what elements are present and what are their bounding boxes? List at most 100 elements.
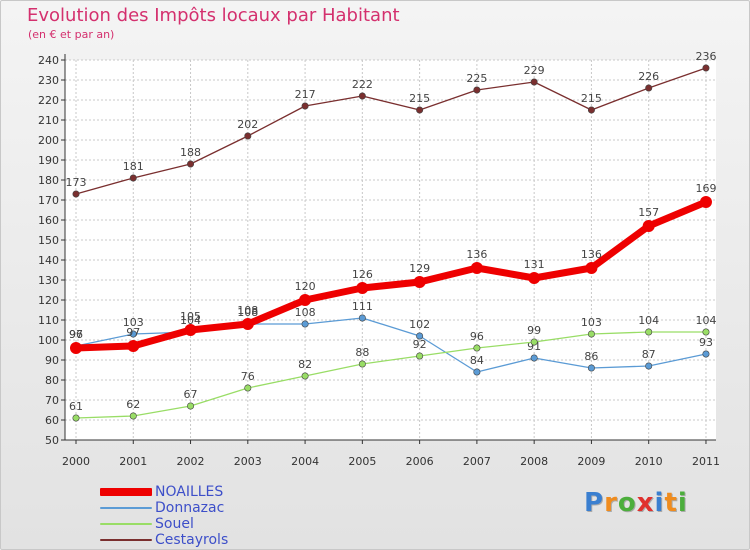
data-point-cestayrols: [645, 84, 653, 92]
data-point-noailles: [241, 318, 254, 330]
data-point-donnazac: [645, 362, 653, 370]
data-label-noailles: 157: [638, 206, 659, 219]
data-label-souel: 76: [241, 370, 255, 383]
legend-label: Cestayrols: [155, 532, 229, 548]
x-tick-label: 2000: [62, 455, 90, 468]
plot-area: [65, 60, 716, 440]
y-tick-label: 80: [45, 374, 59, 387]
data-point-noailles: [127, 340, 140, 352]
legend-label: NOAILLES: [155, 484, 224, 500]
data-point-noailles: [356, 282, 369, 294]
data-label-souel: 92: [413, 338, 427, 351]
data-point-noailles: [699, 196, 712, 208]
data-label-donnazac: 108: [237, 306, 258, 319]
data-point-noailles: [585, 262, 598, 274]
legend-swatch: [100, 523, 152, 525]
data-point-donnazac: [530, 354, 538, 362]
data-label-donnazac: 93: [699, 336, 713, 349]
x-tick-label: 2011: [692, 455, 720, 468]
x-tick-label: 2005: [348, 455, 376, 468]
data-label-cestayrols: 226: [638, 70, 659, 83]
data-point-souel: [244, 384, 252, 392]
data-point-noailles: [470, 262, 483, 274]
data-point-donnazac: [416, 332, 424, 340]
y-tick-label: 100: [38, 334, 59, 347]
data-label-cestayrols: 217: [295, 88, 316, 101]
y-tick-label: 50: [45, 434, 59, 447]
data-point-souel: [587, 330, 595, 338]
data-point-noailles: [642, 220, 655, 232]
data-point-souel: [530, 338, 538, 346]
data-label-souel: 67: [184, 388, 198, 401]
data-label-noailles: 97: [126, 326, 140, 339]
data-point-souel: [358, 360, 366, 368]
y-tick-label: 220: [38, 94, 59, 107]
data-label-donnazac: 84: [470, 354, 484, 367]
data-label-cestayrols: 202: [237, 118, 258, 131]
x-tick-label: 2004: [291, 455, 319, 468]
data-point-cestayrols: [129, 174, 137, 182]
logo-letter: i: [654, 488, 665, 518]
logo-letter: P: [584, 488, 605, 518]
logo-letter: x: [636, 488, 655, 518]
legend-swatch: [100, 488, 152, 496]
data-label-donnazac: 87: [642, 348, 656, 361]
data-point-noailles: [70, 342, 82, 354]
y-tick-label: 90: [45, 354, 59, 367]
data-point-noailles: [413, 276, 426, 288]
data-label-donnazac: 86: [584, 350, 598, 363]
data-point-souel: [702, 328, 710, 336]
data-label-souel: 104: [638, 314, 659, 327]
data-point-donnazac: [358, 314, 366, 322]
data-label-donnazac: 103: [123, 316, 144, 329]
data-label-noailles: 120: [295, 280, 316, 293]
data-label-donnazac: 102: [409, 318, 430, 331]
legend-swatch: [100, 507, 152, 509]
x-tick-label: 2001: [119, 455, 147, 468]
data-label-donnazac: 91: [527, 340, 541, 353]
data-point-cestayrols: [244, 132, 252, 140]
logo-letter: i: [677, 488, 688, 518]
data-label-souel: 103: [581, 316, 602, 329]
data-label-cestayrols: 225: [466, 72, 487, 85]
data-label-cestayrols: 229: [524, 64, 545, 77]
y-tick-label: 140: [38, 254, 59, 267]
x-tick-label: 2007: [463, 455, 491, 468]
data-label-souel: 61: [69, 400, 83, 413]
data-point-donnazac: [587, 364, 595, 372]
data-label-donnazac: 111: [352, 300, 373, 313]
y-tick-label: 190: [38, 154, 59, 167]
series-line-cestayrols: [75, 67, 707, 195]
legend-label: Donnazac: [155, 500, 225, 516]
y-tick-label: 130: [38, 274, 59, 287]
data-label-noailles: 96: [69, 328, 83, 341]
data-point-souel: [301, 372, 309, 380]
data-label-cestayrols: 215: [409, 92, 430, 105]
data-label-souel: 62: [126, 398, 140, 411]
data-label-souel: 88: [355, 346, 369, 359]
legend-item-noailles: NOAILLES: [100, 484, 300, 500]
legend-swatch: [100, 539, 152, 541]
data-label-cestayrols: 181: [123, 160, 144, 173]
data-label-cestayrols: 236: [695, 50, 716, 63]
data-label-noailles: 105: [180, 310, 201, 323]
data-point-cestayrols: [530, 78, 538, 86]
data-point-donnazac: [702, 350, 710, 358]
data-label-noailles: 169: [695, 182, 716, 195]
series-line-souel: [75, 331, 707, 419]
data-point-souel: [129, 412, 137, 420]
data-point-noailles: [184, 324, 197, 336]
y-tick-label: 120: [38, 294, 59, 307]
data-label-cestayrols: 173: [66, 176, 87, 189]
x-tick-label: 2003: [234, 455, 262, 468]
data-label-noailles: 131: [524, 258, 545, 271]
data-point-noailles: [299, 294, 312, 306]
data-label-souel: 82: [298, 358, 312, 371]
chart-subtitle: (en € et par an): [28, 28, 115, 41]
series-line-noailles: [72, 198, 710, 352]
data-label-donnazac: 97: [69, 328, 83, 341]
data-point-souel: [72, 414, 80, 422]
legend: NOAILLES Donnazac Souel Cestayrols: [100, 484, 300, 548]
chart-title: Evolution des Impôts locaux par Habitant: [27, 5, 400, 26]
y-tick-label: 110: [38, 314, 59, 327]
